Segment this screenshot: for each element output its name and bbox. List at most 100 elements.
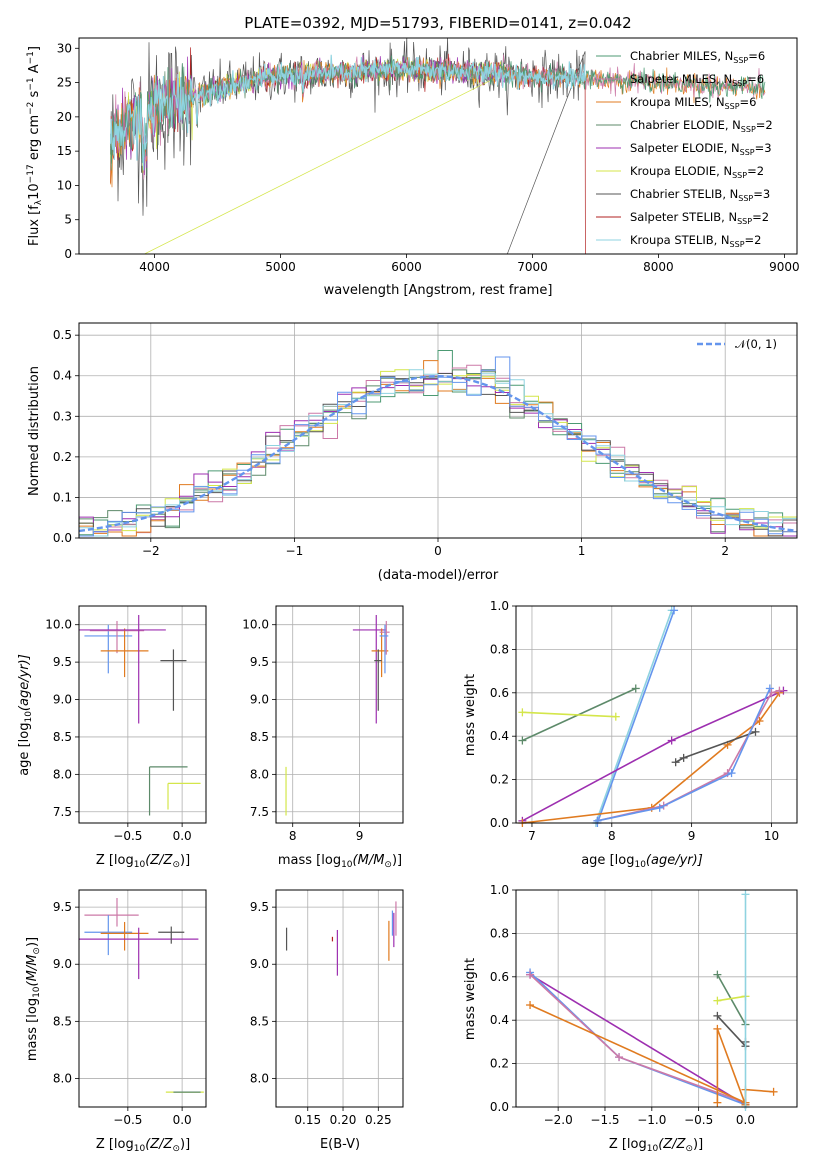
residuals-legend: 𝒩(0, 1) — [697, 337, 777, 351]
weight-line-salpeter_elodie — [529, 973, 746, 1106]
y-tick-label: 8.5 — [53, 1014, 72, 1028]
y-tick-label: 15 — [57, 144, 72, 158]
x-tick-label: 9 — [356, 829, 364, 843]
legend-count: =3 — [753, 187, 770, 201]
x-tick-label: 5000 — [265, 260, 296, 274]
legend-label-chabrier_stelib: Chabrier STELIB, NSSP=3 — [630, 187, 770, 203]
y-tick-label: 0.6 — [490, 970, 509, 984]
legend-subscript: SSP — [732, 79, 747, 88]
age-vs-mass-xlabel: mass [log10(M/M⊙)] — [278, 853, 402, 870]
legend-label-text: Salpeter MILES, N — [630, 72, 732, 86]
weight-vs-z-ylabel: mass weight — [463, 958, 478, 1040]
y-tick-label: 7.5 — [250, 805, 269, 819]
y-tick-label: 20 — [57, 110, 72, 124]
legend-count: =2 — [747, 164, 764, 178]
y-tick-label: 9.0 — [250, 957, 269, 971]
y-tick-label: 0.4 — [490, 729, 509, 743]
y-tick-label: 25 — [57, 76, 72, 90]
legend-label-kroupa_stelib: Kroupa STELIB, NSSP=2 — [630, 233, 761, 249]
x-tick-label: −0.5 — [113, 1113, 142, 1127]
x-tick-label: −1.0 — [637, 1113, 666, 1127]
y-tick-label: 0.0 — [490, 816, 509, 830]
legend-count: =2 — [756, 118, 773, 132]
y-tick-label: 9.5 — [250, 655, 269, 669]
histogram-steps — [79, 350, 797, 537]
errorbars — [79, 897, 204, 1093]
y-tick-label: 10 — [57, 178, 72, 192]
axes-frame — [78, 889, 207, 1108]
axes-frame — [78, 605, 207, 824]
legend-label-kroupa_elodie: Kroupa ELODIE, NSSP=2 — [630, 164, 764, 180]
weight-line-kroupa_stelib — [595, 610, 673, 824]
y-tick-label: 8.0 — [250, 767, 269, 781]
y-tick-label: 0.2 — [53, 450, 72, 464]
legend-count: =6 — [748, 49, 765, 63]
y-tick-label: 0.8 — [490, 642, 509, 656]
y-tick-label: 1.0 — [490, 883, 509, 897]
legend-label-text: Kroupa MILES, N — [630, 95, 725, 109]
x-tick-label: 9000 — [769, 260, 800, 274]
weight-line-blue — [596, 610, 675, 824]
mass-vs-z-panel: −0.5 0.0 8.0 8.5 9.0 9.5 — [53, 889, 207, 1127]
y-tick-label: 10.0 — [45, 618, 72, 632]
weight-vs-age-ylabel: mass weight — [463, 674, 478, 756]
legend-label-kroupa_miles: Kroupa MILES, NSSP=6 — [630, 95, 756, 111]
y-tick-label: 9.5 — [53, 655, 72, 669]
errorbars — [79, 614, 201, 816]
x-tick-label: 0.15 — [294, 1113, 321, 1127]
normal-curve — [79, 374, 797, 533]
y-tick-label: 5 — [64, 213, 72, 227]
x-tick-label: −2 — [142, 544, 160, 558]
x-tick-label: 4000 — [139, 260, 170, 274]
residuals-panel: −2 −1 0 1 2 0.0 0.1 0.2 0.3 0.4 0.5 — [53, 322, 798, 558]
axes-frame — [275, 889, 404, 1108]
x-tick-label: 8 — [608, 829, 616, 843]
axes-frame — [515, 889, 798, 1108]
y-tick-label: 0.3 — [53, 409, 72, 423]
x-tick-label: 9 — [688, 829, 696, 843]
normal-legend-label: 𝒩(0, 1) — [735, 337, 777, 351]
weight-line-chabrier_elodie — [716, 974, 747, 1025]
weight-vs-age-xlabel: age [log10(age/yr)] — [581, 853, 703, 870]
spectrum-xlabel: wavelength [Angstrom, rest frame] — [324, 283, 553, 298]
weight-line-kroupa_elodie — [522, 711, 616, 718]
x-tick-label: 1 — [578, 544, 586, 558]
legend-label-text: Kroupa STELIB, N — [630, 233, 730, 247]
legend-subscript: SSP — [740, 148, 755, 157]
axes-frame — [78, 322, 798, 539]
legend-subscript: SSP — [733, 56, 748, 65]
age-vs-z-panel: −0.5 0.0 7.5 8.0 8.5 9.0 9.5 10.0 — [45, 605, 207, 843]
legend-label-text: Salpeter ELODIE, N — [630, 141, 740, 155]
x-tick-label: 2 — [721, 544, 729, 558]
mass-vs-z-xlabel: Z [log10(Z/Z⊙)] — [96, 1137, 190, 1154]
weight-lines — [526, 890, 778, 1111]
legend-label-text: Chabrier ELODIE, N — [630, 118, 741, 132]
y-tick-label: 8.5 — [53, 730, 72, 744]
y-tick-label: 8.0 — [53, 767, 72, 781]
x-tick-label: 0.0 — [736, 1113, 755, 1127]
x-tick-label: 0.0 — [173, 829, 192, 843]
x-tick-label: 7000 — [517, 260, 548, 274]
axes-frame — [515, 605, 798, 824]
weight-lines — [518, 606, 788, 827]
mass-vs-z-ylabel: mass [log10(M/M⊙)] — [25, 937, 42, 1061]
y-tick-label: 9.0 — [53, 957, 72, 971]
weight-vs-z-panel: −2.0 −1.5 −1.0 −0.5 0.0 0.0 0.2 0.4 0.6 0.8 1.0 — [490, 883, 798, 1127]
spectrum-ylabel: Flux [fλ10−17 erg cm−2 s−1 A−1] — [26, 46, 44, 246]
x-tick-label: −0.5 — [684, 1113, 713, 1127]
y-tick-label: 0.8 — [490, 926, 509, 940]
errorbars — [285, 614, 390, 816]
y-tick-label: 0 — [64, 247, 72, 261]
legend-count: =6 — [740, 95, 757, 109]
x-tick-label: −1.5 — [590, 1113, 619, 1127]
y-tick-label: 8.5 — [250, 730, 269, 744]
y-tick-label: 0.5 — [53, 328, 72, 342]
weight-line-kroupa_elodie — [717, 995, 746, 1002]
age-vs-z-ylabel: age [log10(age/yr)] — [17, 654, 34, 776]
age-vs-mass-panel: 8 9 7.5 8.0 8.5 9.0 9.5 10.0 — [242, 605, 404, 843]
residuals-ylabel: Normed distribution — [27, 366, 42, 496]
legend-label-salpeter_elodie: Salpeter ELODIE, NSSP=3 — [630, 141, 772, 157]
errorbars — [285, 901, 397, 976]
age-vs-z-xlabel: Z [log10(Z/Z⊙)] — [96, 853, 190, 870]
